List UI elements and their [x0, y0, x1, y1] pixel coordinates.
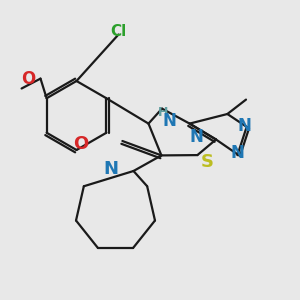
Text: N: N	[190, 128, 203, 146]
Text: N: N	[103, 160, 118, 178]
Text: S: S	[200, 153, 214, 171]
Text: H: H	[158, 106, 169, 119]
Text: O: O	[74, 135, 88, 153]
Text: N: N	[238, 117, 251, 135]
Text: Cl: Cl	[110, 24, 127, 39]
Text: N: N	[230, 144, 244, 162]
Text: O: O	[21, 70, 36, 88]
Text: N: N	[163, 112, 176, 130]
